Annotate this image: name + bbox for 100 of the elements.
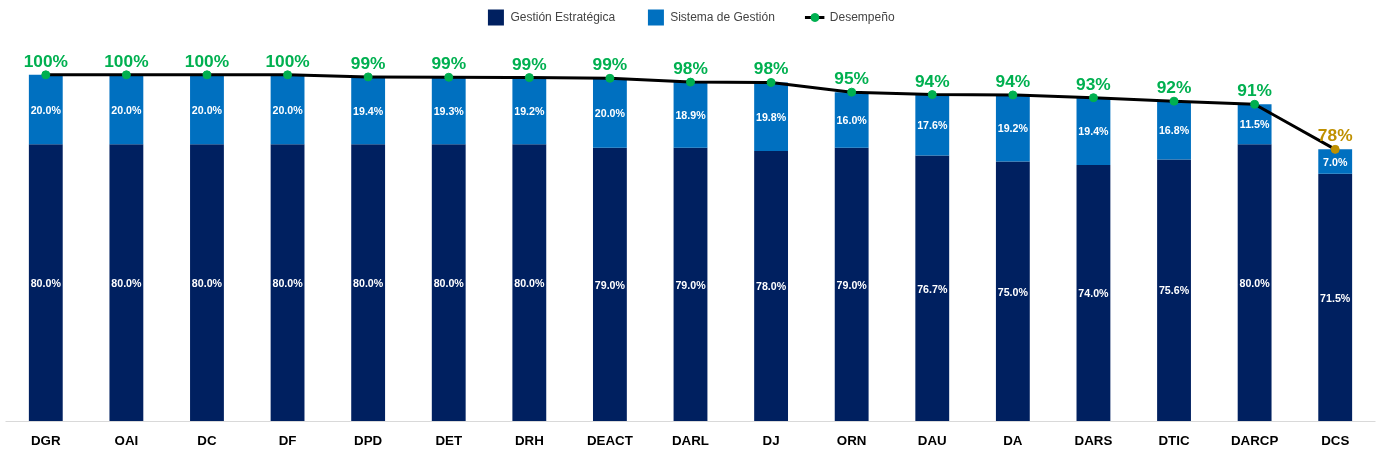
data-label: 16.8% xyxy=(1158,124,1190,137)
data-label: 11.5% xyxy=(1239,118,1270,131)
data-label: 18.9% xyxy=(675,108,707,121)
bar xyxy=(351,144,386,422)
data-label: 99% xyxy=(350,52,386,73)
x-tick-label: DF xyxy=(278,432,297,448)
data-label: 80.0% xyxy=(191,276,223,289)
point xyxy=(1088,93,1098,103)
data-label: 100% xyxy=(104,50,149,71)
data-label: 19.4% xyxy=(353,104,384,117)
data-label: 80.0% xyxy=(514,276,545,289)
data-label: 91% xyxy=(1237,80,1272,101)
point xyxy=(605,73,615,83)
data-label: 20.0% xyxy=(191,103,223,116)
data-label: 20.0% xyxy=(111,103,143,116)
data-label: 95% xyxy=(834,68,870,89)
data-label: 71.5% xyxy=(1320,291,1351,304)
bar xyxy=(915,94,950,156)
data-label: 20.0% xyxy=(30,103,62,116)
data-label: 19.4% xyxy=(1078,125,1110,138)
bar xyxy=(1076,164,1111,422)
data-label: 80.0% xyxy=(30,276,62,289)
bar xyxy=(190,144,224,422)
point xyxy=(283,70,293,80)
data-label: 80.0% xyxy=(272,276,304,289)
point xyxy=(766,77,776,87)
legend-label: Gestión Estratégica xyxy=(510,10,616,24)
bar xyxy=(431,144,466,422)
data-label: 98% xyxy=(753,58,789,79)
x-tick-label: DARL xyxy=(671,432,710,448)
x-tick-label: DC xyxy=(197,432,217,448)
x-tick-label: DJ xyxy=(762,432,780,448)
point xyxy=(1008,90,1018,100)
data-label: 100% xyxy=(23,50,68,71)
point xyxy=(686,77,695,87)
data-label: 75.6% xyxy=(1158,284,1190,297)
bar xyxy=(915,155,950,422)
x-tick-label: ORN xyxy=(836,432,867,448)
data-label: 20.0% xyxy=(594,106,626,119)
data-label: 7.0% xyxy=(1323,155,1348,168)
bar xyxy=(995,161,1030,422)
bar xyxy=(592,78,627,148)
data-label: 19.8% xyxy=(755,110,787,123)
bar xyxy=(190,74,224,145)
legend-label: Desempeño xyxy=(829,10,895,24)
data-label: 16.0% xyxy=(836,113,868,126)
data-label: 80.0% xyxy=(111,276,143,289)
bar xyxy=(754,151,789,422)
point xyxy=(1330,144,1340,154)
point xyxy=(927,90,937,100)
data-label: 99% xyxy=(431,53,467,74)
point xyxy=(847,87,857,97)
x-tick-label: DA xyxy=(1003,432,1023,448)
data-label: 80.0% xyxy=(1239,276,1271,289)
bar xyxy=(109,144,144,422)
data-label: 80.0% xyxy=(353,276,384,289)
x-tick-label: DCS xyxy=(1321,432,1350,448)
data-label: 78% xyxy=(1317,125,1353,146)
point xyxy=(41,70,51,80)
data-label: 19.2% xyxy=(997,122,1029,135)
data-label: 99% xyxy=(592,54,628,75)
data-label: 94% xyxy=(995,70,1031,91)
bar xyxy=(270,144,305,422)
x-tick-label: DARS xyxy=(1074,432,1113,448)
x-tick-label: DARCP xyxy=(1230,432,1279,448)
point xyxy=(444,72,454,82)
bar xyxy=(351,76,386,145)
point xyxy=(121,70,131,80)
bar xyxy=(1157,159,1191,422)
bar xyxy=(512,144,547,422)
bar xyxy=(592,147,627,422)
bar xyxy=(28,74,63,145)
data-label: 76.7% xyxy=(917,282,948,295)
data-label: 19.2% xyxy=(514,104,545,117)
x-tick-label: DPD xyxy=(354,432,383,448)
bar xyxy=(834,147,869,422)
data-label: 94% xyxy=(914,70,950,91)
bar xyxy=(1237,144,1272,422)
x-tick-label: DET xyxy=(435,432,463,448)
x-tick-label: DEACT xyxy=(586,432,633,448)
bar xyxy=(673,147,708,422)
data-label: 17.6% xyxy=(917,119,948,132)
data-label: 79.0% xyxy=(675,278,707,291)
data-label: 98% xyxy=(673,58,708,79)
bar xyxy=(109,74,144,145)
point xyxy=(524,73,534,83)
bar xyxy=(1318,173,1353,422)
bar xyxy=(28,144,63,422)
data-label: 100% xyxy=(265,50,310,71)
data-label: 100% xyxy=(184,50,230,71)
data-label: 20.0% xyxy=(272,103,304,116)
x-tick-label: DTIC xyxy=(1158,432,1190,448)
point xyxy=(202,70,212,80)
data-label: 79.0% xyxy=(836,278,868,291)
legend-label: Sistema de Gestión xyxy=(670,10,775,24)
point xyxy=(1250,99,1260,109)
data-label: 75.0% xyxy=(997,285,1029,298)
point xyxy=(363,72,373,82)
x-tick-label: DAU xyxy=(917,432,947,448)
data-label: 93% xyxy=(1076,73,1111,94)
